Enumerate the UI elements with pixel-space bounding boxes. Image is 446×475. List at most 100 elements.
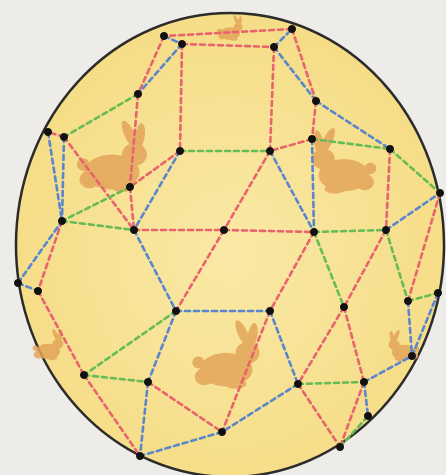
board-node[interactable] (80, 371, 88, 379)
edge-blue[interactable] (60, 135, 66, 223)
edge-red[interactable] (128, 185, 136, 232)
edge-red[interactable] (82, 373, 142, 458)
edge-red[interactable] (296, 305, 346, 386)
board-node[interactable] (130, 226, 138, 234)
board-node[interactable] (310, 228, 318, 236)
edge-red[interactable] (290, 27, 318, 103)
edge-blue[interactable] (138, 430, 224, 458)
board-node[interactable] (408, 352, 416, 360)
board-node[interactable] (126, 183, 134, 191)
board-node[interactable] (436, 189, 444, 197)
board-node[interactable] (360, 378, 368, 386)
board-node[interactable] (404, 297, 412, 305)
board-node[interactable] (160, 32, 168, 40)
edge-red[interactable] (268, 137, 314, 153)
board-node[interactable] (14, 279, 22, 287)
board-node[interactable] (308, 135, 316, 143)
edge-red[interactable] (62, 135, 136, 232)
board-node[interactable] (134, 90, 142, 98)
board-node[interactable] (136, 452, 144, 460)
edge-red[interactable] (268, 45, 276, 153)
edge-red[interactable] (222, 149, 272, 232)
edge-red[interactable] (178, 42, 184, 153)
edge-blue[interactable] (132, 228, 178, 313)
edge-red[interactable] (222, 228, 316, 234)
edge-green[interactable] (312, 230, 346, 309)
edge-green[interactable] (384, 228, 410, 303)
board-node[interactable] (364, 412, 372, 420)
edge-blue[interactable] (410, 291, 440, 358)
decorations (32, 15, 420, 389)
edge-green[interactable] (82, 373, 150, 384)
edge-green[interactable] (310, 137, 392, 151)
edge-red[interactable] (146, 380, 224, 434)
board-node[interactable] (386, 145, 394, 153)
edge-blue[interactable] (138, 380, 150, 458)
edge-red[interactable] (220, 309, 272, 434)
edge-green[interactable] (60, 219, 136, 232)
edge-red[interactable] (136, 34, 166, 96)
edge-red[interactable] (36, 289, 86, 377)
rabbit-icon (311, 128, 377, 194)
edge-green[interactable] (338, 414, 370, 449)
edge-red[interactable] (36, 219, 64, 293)
edge-green[interactable] (406, 291, 440, 303)
board-node[interactable] (220, 226, 228, 234)
board-node[interactable] (178, 40, 186, 48)
board-node[interactable] (312, 97, 320, 105)
edge-blue[interactable] (384, 191, 442, 232)
edge-red[interactable] (180, 42, 276, 49)
board-node[interactable] (144, 378, 152, 386)
edge-blue[interactable] (272, 45, 318, 103)
edge-red[interactable] (128, 92, 140, 189)
board-node[interactable] (266, 147, 274, 155)
board-node[interactable] (266, 307, 274, 315)
board-node[interactable] (270, 43, 278, 51)
edge-blue[interactable] (310, 137, 316, 234)
board-node[interactable] (34, 287, 42, 295)
board-node[interactable] (44, 128, 52, 136)
board-node[interactable] (172, 307, 180, 315)
edge-red[interactable] (406, 191, 442, 303)
edge-blue[interactable] (146, 309, 178, 384)
edge-red[interactable] (342, 305, 366, 384)
board-node[interactable] (60, 133, 68, 141)
board-node[interactable] (336, 443, 344, 451)
edge-red[interactable] (162, 27, 294, 38)
edge-blue[interactable] (268, 149, 316, 234)
edge-blue[interactable] (362, 354, 414, 384)
edge-blue[interactable] (268, 309, 300, 386)
edge-green[interactable] (82, 309, 178, 377)
edge-red[interactable] (174, 228, 226, 313)
edge-green[interactable] (312, 228, 388, 234)
board-node[interactable] (294, 380, 302, 388)
board-node[interactable] (176, 147, 184, 155)
edge-red[interactable] (310, 99, 318, 141)
edge-red[interactable] (384, 147, 392, 232)
edge-blue[interactable] (314, 99, 392, 151)
edge-green[interactable] (296, 380, 366, 386)
edge-blue[interactable] (136, 42, 184, 96)
board-node[interactable] (382, 226, 390, 234)
board-node[interactable] (288, 25, 296, 33)
edge-blue[interactable] (46, 130, 64, 223)
edge-red[interactable] (128, 149, 182, 189)
board-node[interactable] (434, 289, 442, 297)
edge-red[interactable] (296, 382, 342, 449)
edge-blue[interactable] (220, 382, 300, 434)
edge-blue[interactable] (272, 27, 294, 49)
edge-red[interactable] (338, 380, 366, 449)
edge-green[interactable] (62, 92, 140, 139)
edge-red[interactable] (268, 230, 316, 313)
edge-red[interactable] (342, 228, 388, 309)
board-node[interactable] (58, 217, 66, 225)
edge-blue[interactable] (16, 219, 64, 285)
edge-green[interactable] (388, 147, 442, 195)
edge-green[interactable] (60, 185, 132, 223)
board-node[interactable] (340, 303, 348, 311)
edge-blue[interactable] (362, 380, 370, 418)
board-node[interactable] (218, 428, 226, 436)
edge-blue[interactable] (406, 299, 414, 358)
edge-blue[interactable] (132, 149, 182, 232)
